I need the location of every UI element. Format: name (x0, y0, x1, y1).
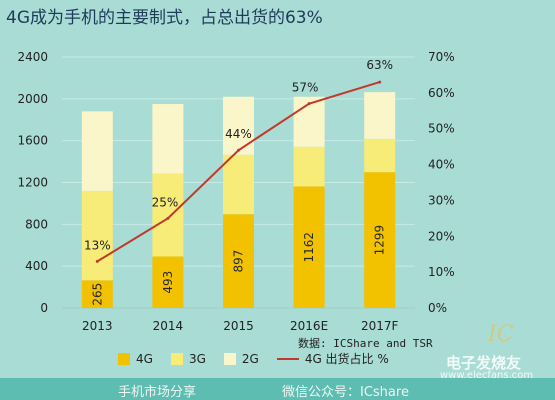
line-data-label: 25% (152, 195, 179, 209)
source-note: 数据: ICShare and TSR (298, 337, 433, 350)
chart-title: 4G成为手机的主要制式，占总出货的63% (6, 8, 323, 28)
y-left-tick-label: 400 (25, 259, 48, 273)
legend-item-4g: 4G (118, 352, 153, 366)
footer-right-text: 微信公众号：ICshare (282, 385, 409, 400)
line-data-label: 63% (366, 58, 393, 72)
bar-4g-2013 (81, 280, 113, 308)
legend-label-2g: 2G (241, 351, 259, 366)
legend-item-4g-share: 4G 出货占比 % (276, 350, 389, 367)
bar-4g-data-label: 897 (232, 250, 246, 273)
chart-legend: 4G 3G 2G 4G 出货占比 % (118, 350, 389, 367)
legend-label-4g-share: 4G 出货占比 % (304, 352, 389, 366)
bar-2g-2015 (223, 96, 254, 155)
bar-3g-2013 (81, 190, 113, 281)
bar-4g-2016e (293, 186, 325, 308)
legend-item-3g: 3G (170, 351, 206, 366)
y-right-tick-label: 20% (428, 229, 455, 243)
y-left-tick-label: 2000 (17, 92, 48, 106)
bar-3g-2014 (152, 173, 184, 257)
y-left-tick-label: 0 (40, 301, 48, 315)
bar-4g-2017f (364, 172, 396, 308)
x-tick-label: 2014 (153, 319, 184, 333)
bar-2g-2013 (81, 111, 113, 191)
legend-swatch-3g (170, 352, 183, 365)
y-right-tick-label: 30% (428, 193, 455, 207)
legend-label-4g: 4G (136, 351, 153, 366)
line-data-label: 44% (225, 127, 252, 141)
line-data-label: 57% (292, 81, 319, 95)
legend-label-3g: 3G (188, 351, 206, 366)
footer-bar: 手机市场分享 微信公众号：ICshare (0, 378, 555, 400)
y-left-tick-label: 1600 (17, 134, 48, 148)
line-point (166, 216, 170, 220)
y-right-tick-label: 40% (428, 158, 455, 172)
x-tick-label: 2013 (82, 319, 113, 333)
x-tick-label: 2015 (223, 319, 254, 333)
bar-3g-2016e (293, 146, 325, 187)
bar-4g-data-label: 1299 (373, 225, 387, 256)
bar-4g-data-label: 1162 (302, 232, 316, 263)
y-right-tick-label: 70% (428, 50, 455, 64)
y-left-tick-label: 1200 (17, 176, 48, 190)
bar-4g-2014 (152, 256, 184, 308)
legend-line-swatch (276, 357, 299, 360)
line-point (95, 259, 99, 263)
legend-item-2g: 2G (223, 351, 259, 366)
y-right-tick-label: 60% (428, 86, 455, 100)
bar-2g-2014 (152, 104, 184, 174)
bar-2g-2017f (364, 92, 396, 139)
footer-left-text: 手机市场分享 (118, 385, 197, 400)
line-point (237, 148, 240, 152)
bar-3g-2017f (364, 138, 396, 173)
line-point (307, 102, 311, 106)
watermark-sub: www.elecfans.com (440, 370, 534, 381)
line-data-label: 13% (84, 238, 111, 252)
bar-4g-data-label: 265 (90, 283, 104, 306)
line-point (378, 80, 382, 84)
watermark-text: 电子发烧友 (446, 354, 522, 372)
bar-3g-2015 (223, 154, 254, 215)
y-left-tick-label: 2400 (17, 50, 48, 64)
bar-4g-data-label: 493 (161, 271, 175, 294)
y-left-tick-label: 800 (25, 217, 48, 231)
legend-swatch-4g (118, 352, 130, 365)
legend-swatch-2g (223, 352, 236, 365)
y-right-tick-label: 50% (428, 122, 455, 136)
bar-4g-2015 (223, 214, 254, 308)
x-tick-label: 2017F (361, 319, 399, 333)
x-tick-label: 2016E (290, 319, 328, 333)
y-right-tick-label: 10% (428, 265, 455, 279)
watermark-logo: IC (488, 322, 514, 347)
y-right-tick-label: 0% (428, 301, 447, 315)
